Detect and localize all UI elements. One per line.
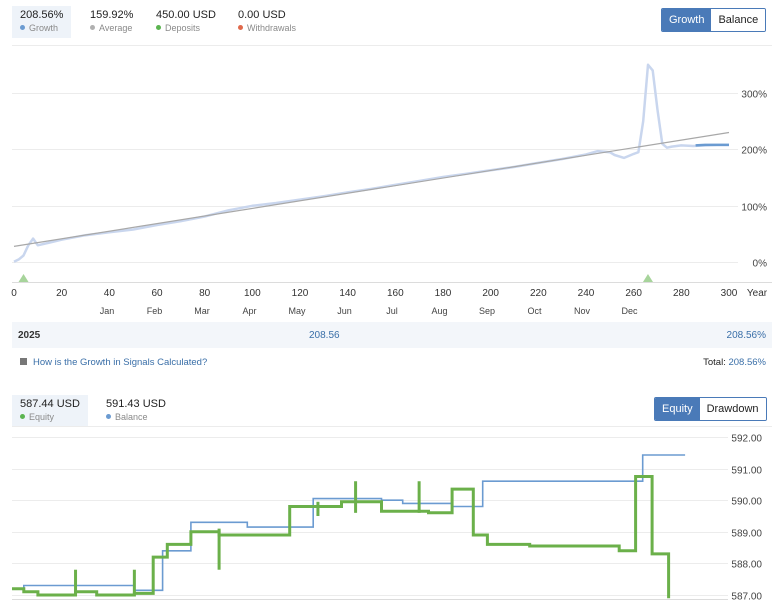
growth-series-line: [13, 131, 730, 247]
growth-x-tick-label: 80: [199, 288, 211, 299]
balance-stat[interactable]: 591.43 USD Balance: [98, 395, 174, 427]
equity-y-tick-label: 591.00: [731, 466, 762, 477]
growth-x-tick-label: 0: [11, 288, 17, 299]
growth-month-label: Mar: [194, 306, 210, 316]
growth-x-tick-label: 240: [578, 288, 595, 299]
growth-x-tick-label: 260: [625, 288, 642, 299]
equity-stat-label: Equity: [29, 412, 55, 422]
help-footnote: How is the Growth in Signals Calculated?: [20, 357, 207, 368]
deposits-stat[interactable]: 450.00 USD Deposits: [148, 6, 224, 38]
growth-x-tick-label: 300: [721, 288, 738, 299]
equity-y-tick-label: 590.00: [731, 497, 762, 508]
year-summary-row: 2025 208.56 208.56%: [12, 322, 772, 348]
growth-month-label: Apr: [242, 306, 256, 316]
growth-series-line: [695, 143, 729, 147]
total-summary: Total: 208.56%: [703, 357, 766, 368]
growth-x-tick-label: 20: [56, 288, 68, 299]
growth-chart: 0% 100% 200% 300% 0 20 40 60 80 100 120 140 160 180 20…: [11, 45, 772, 316]
equity-y-tick-label: 592.00: [731, 434, 762, 445]
year-total-value[interactable]: 208.56%: [726, 330, 766, 341]
equity-button[interactable]: Equity: [655, 398, 700, 420]
withdrawals-stat[interactable]: 0.00 USD Withdrawals: [230, 6, 304, 38]
help-icon: [20, 357, 27, 365]
growth-y-tick-label: 200%: [741, 146, 767, 157]
equity-series-line: [12, 475, 671, 599]
growth-x-tick-label: 40: [104, 288, 116, 299]
withdrawals-stat-label: Withdrawals: [247, 23, 297, 33]
deposits-stat-value: 450.00 USD: [156, 9, 216, 21]
growth-balance-toggle: Growth Balance: [661, 8, 767, 32]
growth-x-tick-label: 60: [151, 288, 163, 299]
growth-month-label: Jun: [337, 306, 352, 316]
growth-month-label: Jan: [100, 306, 115, 316]
growth-x-tick-label: 200: [482, 288, 499, 299]
balance-stat-label: Balance: [115, 412, 148, 422]
equity-stat-value: 587.44 USD: [20, 398, 80, 410]
growth-stat[interactable]: 208.56% Growth: [12, 6, 72, 38]
equity-y-tick-label: 587.00: [731, 592, 762, 600]
balance-dot-icon: [106, 414, 111, 420]
growth-month-label: Nov: [574, 306, 591, 316]
year-label: 2025: [18, 330, 41, 341]
growth-y-tick-label: 0%: [753, 259, 768, 270]
drawdown-button[interactable]: Drawdown: [699, 398, 766, 420]
deposit-marker-icon: [642, 274, 653, 282]
total-value[interactable]: 208.56%: [728, 357, 766, 368]
growth-stat-value: 208.56%: [20, 9, 64, 21]
growth-month-label: Jul: [386, 306, 398, 316]
average-dot-icon: [90, 25, 95, 31]
growth-month-label: Dec: [621, 306, 638, 316]
withdrawals-dot-icon: [238, 25, 243, 31]
total-label: Total:: [703, 357, 726, 368]
growth-x-tick-label: 220: [530, 288, 547, 299]
balance-button[interactable]: Balance: [711, 9, 766, 31]
average-stat[interactable]: 159.92% Average: [82, 6, 141, 38]
growth-x-tick-label: 180: [435, 288, 452, 299]
equity-drawdown-toggle: Equity Drawdown: [654, 397, 767, 421]
growth-dot-icon: [20, 25, 25, 31]
average-stat-label: Average: [99, 23, 133, 33]
deposits-stat-label: Deposits: [165, 23, 201, 33]
growth-y-tick-label: 100%: [741, 203, 767, 214]
withdrawals-stat-value: 0.00 USD: [238, 9, 286, 21]
equity-y-tick-label: 588.00: [731, 560, 762, 571]
growth-x-tick-label: 160: [387, 288, 404, 299]
equity-dot-icon: [20, 414, 25, 420]
growth-month-label: Feb: [147, 306, 163, 316]
equity-series-line: [12, 454, 686, 592]
growth-month-label: Aug: [431, 306, 447, 316]
growth-x-tick-label: 280: [673, 288, 690, 299]
deposits-dot-icon: [156, 25, 161, 31]
growth-x-tick-label: 140: [339, 288, 356, 299]
balance-stat-value: 591.43 USD: [106, 398, 166, 410]
growth-button[interactable]: Growth: [662, 9, 712, 31]
growth-month-label: May: [288, 306, 306, 316]
deposit-marker-icon: [18, 274, 29, 282]
growth-month-label: Oct: [527, 306, 542, 316]
average-stat-value: 159.92%: [90, 9, 134, 21]
growth-x-year-label: Year: [747, 288, 768, 299]
growth-stat-label: Growth: [29, 23, 59, 33]
equity-stat[interactable]: 587.44 USD Equity: [12, 395, 88, 427]
equity-y-tick-label: 589.00: [731, 529, 762, 540]
growth-y-tick-label: 300%: [741, 90, 767, 101]
help-link[interactable]: How is the Growth in Signals Calculated?: [33, 357, 208, 368]
growth-x-tick-label: 120: [292, 288, 309, 299]
growth-x-tick-label: 100: [244, 288, 261, 299]
year-mid-value[interactable]: 208.56: [309, 330, 340, 341]
growth-month-label: Sep: [479, 306, 495, 316]
